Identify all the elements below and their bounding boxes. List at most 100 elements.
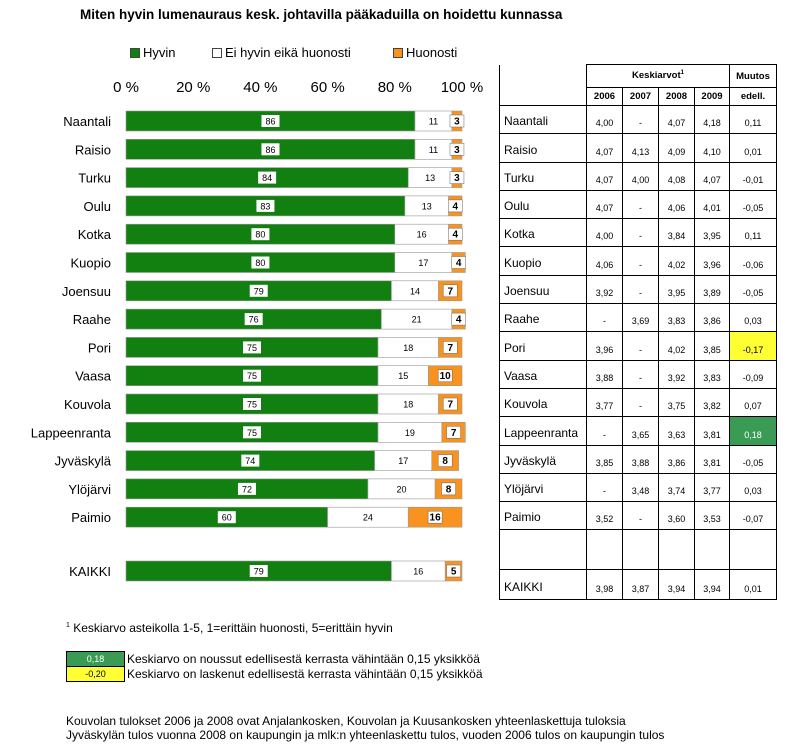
data-label-box (437, 369, 453, 382)
table-value-cell: 3,60 (658, 501, 695, 531)
data-label: 74 (245, 456, 255, 466)
x-tick-label: 40 % (243, 79, 277, 96)
table-value-cell: 3,83 (694, 359, 730, 389)
table-spacer-row (499, 529, 777, 570)
footnote: 1 Keskiarvo asteikolla 1-5, 1=erittäin h… (66, 621, 393, 635)
table-value-cell: 4,07 (658, 104, 695, 135)
positive-swatch: 0,18 (66, 651, 125, 667)
table-value-cell: 3,77 (694, 472, 730, 503)
data-label: 4 (452, 230, 458, 241)
table-value-cell: 3,82 (694, 387, 730, 418)
table-value-cell: 4,09 (658, 133, 695, 163)
table-value-cell: 3,53 (694, 501, 730, 531)
table-change-cell: -0,05 (729, 274, 777, 305)
data-label-box (448, 199, 463, 213)
data-label-box (258, 171, 277, 184)
data-label: 13 (422, 201, 432, 211)
data-label-box (217, 511, 236, 524)
data-label-box (446, 426, 461, 439)
category-label: Lappeenranta (31, 425, 112, 440)
category-label: Vaasa (75, 369, 112, 384)
data-label: 3 (454, 173, 460, 184)
legend-label: Huonosti (406, 45, 458, 60)
data-label: 8 (446, 484, 452, 495)
x-tick-label: 100 % (441, 79, 484, 96)
table-value-cell: 3,65 (622, 416, 659, 446)
table-header-muutos: Muutos (729, 64, 777, 88)
table-change-cell: -0,07 (729, 501, 777, 531)
data-label: 8 (442, 456, 448, 467)
table-value-cell: 3,86 (658, 444, 695, 474)
category-label: Kouvola (64, 397, 112, 412)
table-value-cell: 3,89 (694, 274, 730, 305)
table-value-cell: - (622, 104, 659, 135)
table-row: Oulu 4,07-4,06 4,01 -0,05 (499, 189, 777, 220)
table-value-cell: 3,88 (586, 359, 623, 389)
data-label-box (256, 199, 275, 212)
table-value-cell: 3,85 (694, 331, 730, 361)
table-year-cell: 2009 (694, 87, 730, 106)
data-label: 75 (247, 343, 257, 353)
table-year-cell: 2007 (622, 87, 659, 106)
data-label: 75 (247, 371, 257, 381)
footnote-marker: 1 (66, 622, 70, 629)
table-value-cell: 4,06 (586, 246, 623, 276)
data-label-box (449, 143, 465, 156)
data-label-box (249, 284, 268, 297)
data-label: 7 (451, 428, 457, 439)
data-label: 3 (454, 145, 460, 156)
data-label-box (243, 398, 261, 410)
table-row: Naantali 4,00-4,07 4,18 0,11 (499, 104, 777, 135)
table-value-cell: 3,98 (586, 569, 623, 601)
category-label: Oulu (84, 199, 111, 214)
category-label: Ylöjärvi (68, 482, 111, 497)
table-change-cell: 0,03 (729, 472, 777, 503)
table-row: Pori 3,96-4,02 3,85 -0,17 (499, 331, 777, 361)
table-change-cell: 0,11 (729, 218, 777, 248)
category-label: KAIKKI (69, 564, 111, 579)
data-label: 76 (249, 315, 259, 325)
table-row: Kouvola 3,77-3,75 3,82 0,07 (499, 387, 777, 418)
table-city-cell: Naantali (499, 104, 587, 135)
table-header-sup: 1 (680, 70, 684, 77)
data-label-box (442, 284, 458, 298)
data-label: 4 (456, 315, 462, 326)
table-value-cell: 3,75 (658, 387, 695, 418)
data-label-box (237, 482, 256, 495)
table-value-cell: 3,52 (586, 501, 623, 531)
table-change-cell: -0,06 (729, 246, 777, 276)
table-city-cell: Kouvola (499, 387, 587, 418)
data-label-box (449, 114, 465, 128)
category-label: Kotka (78, 227, 112, 242)
table-value-cell: 3,63 (658, 416, 695, 446)
category-label: Jyväskylä (55, 454, 112, 469)
data-label: 80 (255, 258, 265, 268)
table-city-cell: Raisio (499, 133, 587, 163)
table-value-cell: 4,00 (586, 218, 623, 248)
data-label-box (437, 454, 453, 467)
table-value-cell: - (622, 218, 659, 248)
chart-title: Miten hyvin lumenauraus kesk. johtavilla… (80, 7, 563, 22)
table-value-cell: 4,00 (622, 161, 659, 191)
table-row: Kotka 4,00-3,84 3,95 0,11 (499, 218, 777, 248)
table-header-edell: edell. (729, 87, 777, 106)
table-city-cell: Pori (499, 331, 587, 361)
table-row: Lappeenranta -3,65 3,63 3,81 0,18 (499, 416, 777, 446)
legend-swatch-orange-icon (393, 47, 403, 58)
table-value-cell: 4,02 (658, 331, 695, 361)
table-value-cell: 3,95 (658, 274, 695, 305)
category-label: Raisio (75, 142, 111, 157)
x-tick-label: 60 % (310, 79, 344, 96)
table-value-cell: - (622, 189, 659, 220)
data-label-box (243, 426, 261, 439)
table-value-cell: 3,84 (658, 218, 695, 248)
data-label: 14 (410, 286, 420, 296)
data-label-box (251, 256, 270, 269)
table-change-cell: 0,01 (729, 569, 777, 601)
table-value-cell: 3,96 (694, 246, 730, 276)
table-city-cell: Vaasa (499, 359, 587, 389)
data-label: 79 (254, 286, 264, 296)
table-corner-cell (499, 87, 587, 106)
data-label: 16 (430, 513, 442, 524)
data-label: 4 (456, 258, 462, 269)
